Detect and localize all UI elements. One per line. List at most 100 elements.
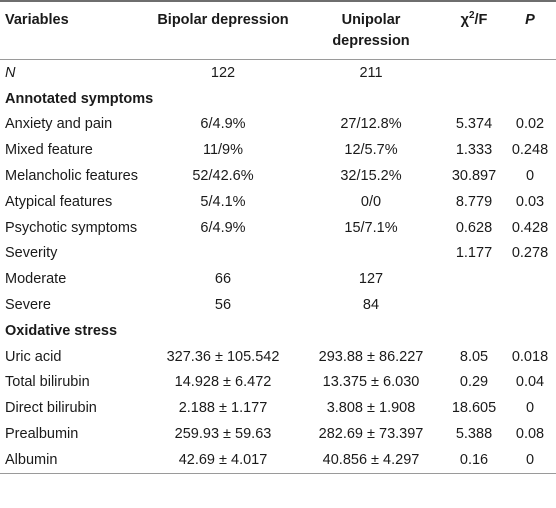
- bipolar-value: [148, 241, 298, 267]
- table-row: N 122 211: [0, 60, 556, 86]
- row-label: Anxiety and pain: [5, 116, 113, 133]
- header-unipolar: Unipolar depression: [298, 0, 444, 60]
- bipolar-value: 14.928 ± 6.472: [174, 374, 272, 391]
- table-row: Atypical features 5/4.1% 0/0 8.779 0.03: [0, 189, 556, 215]
- p-value: 0.03: [515, 193, 545, 210]
- header-chi-square: χ2/F: [444, 0, 504, 60]
- section-heading: Oxidative stress: [5, 322, 118, 339]
- bipolar-value: 11/9%: [202, 142, 244, 159]
- row-label: Uric acid: [5, 348, 62, 365]
- chi-superscript: 2: [468, 10, 475, 22]
- unipolar-value: 127: [358, 271, 384, 288]
- table-row: Total bilirubin 14.928 ± 6.472 13.375 ± 6.…: [0, 370, 556, 396]
- chi-f-value: 0.16: [444, 446, 504, 474]
- table-row: Prealbumin 259.93 ± 59.63 282.69 ± 73.397 5…: [0, 421, 556, 447]
- bipolar-value: 6/4.9%: [200, 219, 246, 236]
- bipolar-value: 5/4.1%: [200, 193, 246, 210]
- table-row: Direct bilirubin 2.188 ± 1.177 3.808 ± 1.9…: [0, 395, 556, 421]
- unipolar-value: 293.88 ± 86.227: [318, 348, 424, 365]
- bipolar-value: 56: [214, 297, 232, 314]
- table-row: Mixed feature 11/9% 12/5.7% 1.333 0.248: [0, 137, 556, 163]
- row-label: Direct bilirubin: [5, 400, 97, 417]
- chi-f-value: 8.779: [455, 193, 493, 210]
- unipolar-value: 27/12.8%: [340, 116, 402, 133]
- chi-f-value: 0.628: [455, 219, 493, 236]
- chi-f-value: 5.374: [455, 116, 493, 133]
- unipolar-value: [298, 241, 444, 267]
- chi-f-value: 5.388: [455, 426, 493, 443]
- table-row: Severity 1.177 0.278: [0, 241, 556, 267]
- p-value: 0: [525, 168, 535, 185]
- chi-f-value: 0.29: [459, 374, 489, 391]
- header-bipolar: Bipolar depression: [148, 0, 298, 60]
- row-label: Melancholic features: [5, 168, 138, 185]
- row-label: Albumin: [0, 446, 148, 474]
- unipolar-value: 12/5.7%: [344, 142, 398, 159]
- p-value: 0.02: [515, 116, 545, 133]
- chi-f-value: 1.333: [455, 142, 493, 159]
- table-header: Variables Bipolar depression Unipolar de…: [0, 0, 556, 60]
- chi-f-value: 30.897: [451, 168, 497, 185]
- unipolar-value: 211: [359, 64, 383, 81]
- unipolar-value: 84: [362, 297, 380, 314]
- bipolar-value: 122: [210, 64, 236, 81]
- p-value: [504, 60, 556, 86]
- p-value: 0.04: [515, 374, 545, 391]
- row-label: Total bilirubin: [5, 374, 90, 391]
- row-label: Severity: [5, 245, 58, 262]
- chi-f-value: [444, 266, 504, 292]
- bipolar-value: 259.93 ± 59.63: [174, 426, 272, 443]
- table-row: Albumin 42.69 ± 4.017 40.856 ± 4.297 0.16 0: [0, 446, 556, 474]
- p-value: 0.08: [515, 426, 545, 443]
- row-label: Severe: [5, 297, 51, 314]
- unipolar-value: 282.69 ± 73.397: [318, 426, 424, 443]
- unipolar-value: 15/7.1%: [344, 219, 398, 236]
- bipolar-value: 66: [214, 271, 232, 288]
- row-label: Prealbumin: [5, 426, 79, 443]
- row-label: Moderate: [5, 271, 67, 288]
- chi-symbol: χ: [460, 12, 469, 28]
- bipolar-value: 2.188 ± 1.177: [178, 400, 268, 417]
- table-row: Severe 56 84: [0, 292, 556, 318]
- p-value: 0.428: [511, 219, 549, 236]
- header-p: P: [504, 0, 556, 60]
- p-value: [504, 266, 556, 292]
- chi-f-value: 1.177: [455, 245, 493, 262]
- table-row: Psychotic symptoms 6/4.9% 15/7.1% 0.628 0.42…: [0, 215, 556, 241]
- table-row: Anxiety and pain 6/4.9% 27/12.8% 5.374 0.02: [0, 112, 556, 138]
- p-value: 0.278: [511, 245, 549, 262]
- bipolar-value: 327.36 ± 105.542: [166, 348, 280, 365]
- p-value: 0: [504, 446, 556, 474]
- header-variables: Variables: [0, 0, 148, 60]
- table-body: N 122 211 Annotated symptoms Anxiety and pai…: [0, 60, 556, 474]
- p-value: 0: [525, 400, 535, 417]
- bipolar-value: 42.69 ± 4.017: [148, 446, 298, 474]
- p-value: 0.018: [511, 348, 549, 365]
- comparison-table: Variables Bipolar depression Unipolar de…: [0, 0, 556, 474]
- section-row: Annotated symptoms: [0, 86, 556, 112]
- chi-f-value: [444, 60, 504, 86]
- row-label: N: [5, 64, 16, 81]
- table-row: Uric acid 327.36 ± 105.542 293.88 ± 86.227…: [0, 344, 556, 370]
- p-value: 0.248: [511, 142, 549, 159]
- chi-f-value: 8.05: [459, 348, 489, 365]
- p-value: [504, 292, 556, 318]
- unipolar-value: 3.808 ± 1.908: [326, 400, 416, 417]
- table-row: Moderate 66 127: [0, 266, 556, 292]
- row-label: Psychotic symptoms: [5, 219, 138, 236]
- table-row: Melancholic features 52/42.6% 32/15.2% 30.8…: [0, 163, 556, 189]
- row-label: Atypical features: [5, 193, 113, 210]
- section-heading: Annotated symptoms: [5, 90, 154, 107]
- unipolar-value: 0/0: [360, 193, 382, 210]
- row-label: Mixed feature: [5, 142, 93, 159]
- chi-f-value: [444, 292, 504, 318]
- unipolar-value: 40.856 ± 4.297: [298, 446, 444, 474]
- chi-tail: /F: [474, 12, 488, 28]
- section-row: Oxidative stress: [0, 318, 556, 344]
- bipolar-value: 6/4.9%: [200, 116, 246, 133]
- bipolar-value: 52/42.6%: [192, 168, 254, 185]
- unipolar-value: 32/15.2%: [340, 168, 402, 185]
- chi-f-value: 18.605: [451, 400, 497, 417]
- header-row: Variables Bipolar depression Unipolar de…: [0, 0, 556, 60]
- unipolar-value: 13.375 ± 6.030: [322, 374, 420, 391]
